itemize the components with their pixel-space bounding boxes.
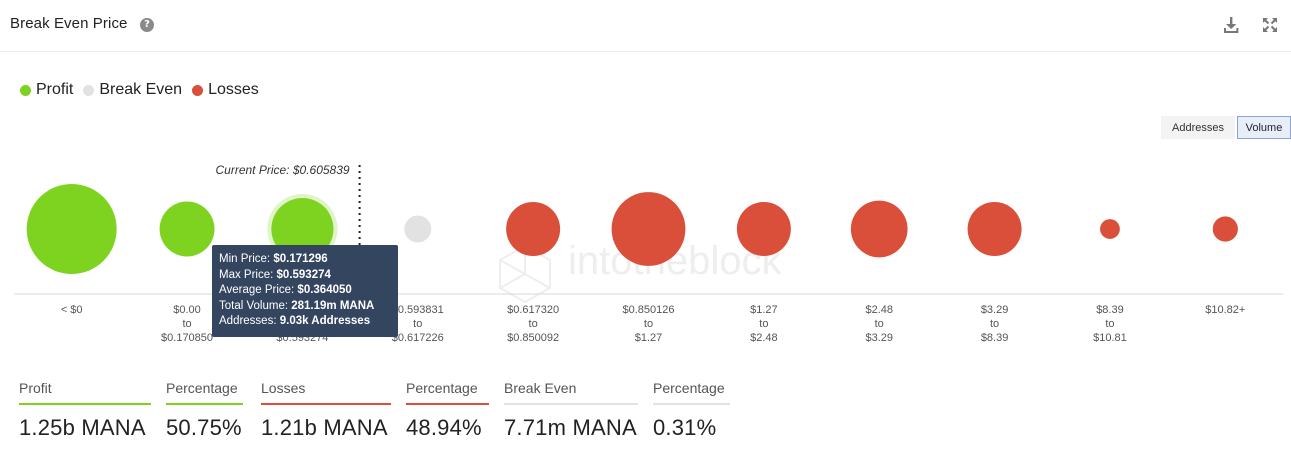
legend-item-profit[interactable]: Profit bbox=[20, 81, 73, 99]
stat-losses: Losses 1.21b MANA bbox=[261, 379, 391, 441]
tick-label: $10.82+ bbox=[1205, 304, 1245, 316]
tick-label: $3.29 bbox=[981, 304, 1009, 316]
tooltip-average-price: $0.364050 bbox=[297, 284, 352, 296]
stat-value: 0.31% bbox=[653, 415, 717, 440]
tick-label: $10.81 bbox=[1093, 332, 1127, 344]
tick-label: $0.170850 bbox=[161, 332, 213, 344]
tick-label: to bbox=[759, 318, 768, 330]
stat-label: Losses bbox=[261, 380, 306, 396]
tooltip-total-volume: 281.19m MANA bbox=[291, 299, 375, 312]
tooltip-average-price-row: Average Price: $0.364050 bbox=[219, 284, 352, 296]
tick-label: $8.39 bbox=[1096, 304, 1124, 316]
stat-value: 1.21b MANA bbox=[261, 415, 388, 440]
legend-label-profit: Profit bbox=[36, 81, 74, 98]
stat-profit-percentage: Percentage 50.75% bbox=[166, 379, 243, 441]
tick-label: $2.48 bbox=[865, 304, 893, 316]
stat-losses-percentage: Percentage 48.94% bbox=[406, 379, 489, 441]
tick-label: $0.850092 bbox=[507, 332, 559, 344]
stat-label: Profit bbox=[19, 380, 52, 396]
tooltip-addresses: 9.03k Addresses bbox=[279, 315, 371, 327]
stat-underline bbox=[261, 403, 391, 405]
stat-break-even-percentage: Percentage 0.31% bbox=[653, 379, 730, 441]
help-icon[interactable]: ? bbox=[140, 18, 154, 32]
stat-break-even: Break Even 7.71m MANA bbox=[504, 379, 638, 441]
download-icon[interactable] bbox=[1221, 15, 1241, 35]
bubble-profit bbox=[26, 184, 117, 274]
legend-dot-losses bbox=[192, 84, 204, 96]
chart-legend: Profit Break Even Losses bbox=[20, 80, 269, 100]
stat-underline bbox=[19, 403, 151, 405]
stat-value: 48.94% bbox=[406, 415, 482, 440]
stat-value: 50.75% bbox=[166, 415, 242, 440]
legend-item-break-even[interactable]: Break Even bbox=[83, 81, 182, 99]
bubble-losses bbox=[736, 202, 791, 256]
tick-label: $2.48 bbox=[750, 332, 778, 344]
tooltip-total-volume-row: Total Volume: 281.19m MANA bbox=[219, 299, 375, 312]
stat-label: Percentage bbox=[653, 380, 725, 396]
tick-label: $0.617226 bbox=[392, 332, 444, 344]
stat-label: Percentage bbox=[406, 380, 478, 396]
legend-item-losses[interactable]: Losses bbox=[192, 81, 259, 99]
tick-label: < $0 bbox=[61, 304, 83, 316]
bubble-break_even bbox=[404, 215, 432, 243]
tick-label: to bbox=[1105, 318, 1114, 330]
bubble-losses bbox=[967, 202, 1022, 256]
stat-value: 1.25b MANA bbox=[19, 415, 146, 440]
expand-icon[interactable] bbox=[1260, 15, 1280, 35]
tooltip-max-price: $0.593274 bbox=[276, 268, 331, 281]
current-price-label: Current Price: $0.605839 bbox=[215, 163, 349, 177]
stat-underline bbox=[504, 403, 638, 405]
stat-underline bbox=[166, 403, 243, 405]
tick-label: $0.850126 bbox=[623, 304, 675, 316]
stat-profit: Profit 1.25b MANA bbox=[19, 379, 151, 441]
tooltip-max-price-row: Max Price: $0.593274 bbox=[219, 268, 331, 281]
page-title: Break Even Price bbox=[10, 15, 128, 32]
stat-value: 7.71m MANA bbox=[504, 415, 637, 440]
legend-dot-break-even bbox=[83, 84, 95, 96]
bubble-losses bbox=[1100, 219, 1120, 239]
header: Break Even Price ? bbox=[0, 0, 1291, 52]
tooltip-addresses-row: Addresses: 9.03k Addresses bbox=[219, 315, 371, 327]
bubble-chart: intotheblock< $0$0.00to$0.170850$0.17129… bbox=[14, 163, 1283, 344]
stat-label: Percentage bbox=[166, 380, 238, 396]
stat-label: Break Even bbox=[504, 380, 577, 396]
bubble-profit bbox=[271, 197, 334, 261]
legend-label-losses: Losses bbox=[208, 81, 259, 98]
tooltip-min-price: $0.171296 bbox=[273, 253, 328, 265]
tick-label: to bbox=[990, 318, 999, 330]
legend-label-break-even: Break Even bbox=[99, 81, 183, 98]
volume-toggle-button[interactable]: Volume bbox=[1237, 116, 1291, 139]
bubble-losses bbox=[506, 202, 561, 256]
chart-tooltip: Min Price: $0.171296 Max Price: $0.59327… bbox=[212, 245, 398, 337]
tick-label: to bbox=[529, 318, 538, 330]
tick-label: $0.593831 bbox=[392, 304, 444, 316]
tick-label: $1.27 bbox=[635, 332, 663, 344]
tick-label: $0.617320 bbox=[507, 304, 559, 316]
tooltip-min-price-row: Min Price: $0.171296 bbox=[219, 253, 328, 265]
bubble-losses bbox=[850, 200, 908, 258]
bubble-losses bbox=[1212, 216, 1238, 242]
bubble-losses bbox=[611, 192, 686, 266]
bubble-profit bbox=[159, 201, 215, 257]
tick-label: to bbox=[182, 318, 191, 330]
tick-label: $8.39 bbox=[981, 332, 1009, 344]
legend-dot-profit bbox=[20, 84, 31, 96]
stat-underline bbox=[653, 403, 730, 405]
tick-label: $0.00 bbox=[173, 304, 201, 316]
tick-label: to bbox=[413, 318, 422, 330]
tick-label: to bbox=[875, 318, 884, 330]
tick-label: to bbox=[644, 318, 653, 330]
stat-underline bbox=[406, 403, 489, 405]
addresses-toggle-button[interactable]: Addresses bbox=[1161, 116, 1235, 139]
tick-label: $3.29 bbox=[865, 332, 893, 344]
tick-label: $1.27 bbox=[750, 304, 778, 316]
